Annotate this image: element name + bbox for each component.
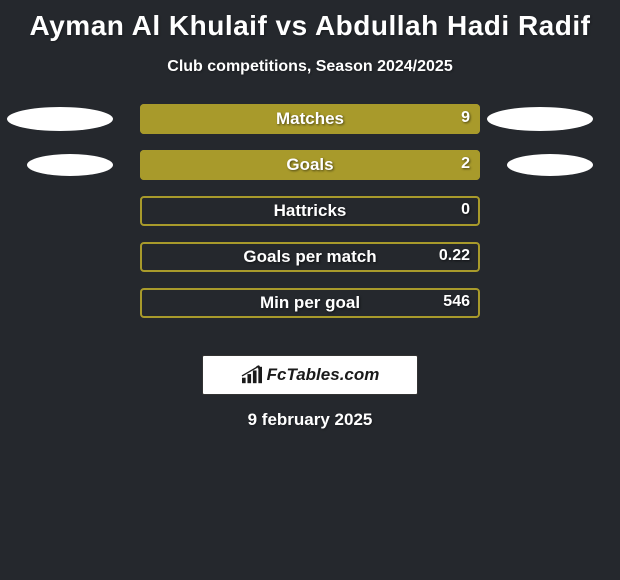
bar-outline (140, 242, 480, 272)
stat-row: Matches9 (0, 104, 620, 134)
stat-row: Min per goal546 (0, 288, 620, 318)
stat-row: Goals2 (0, 150, 620, 180)
oval-icon (487, 107, 593, 131)
comparison-infographic: Ayman Al Khulaif vs Abdullah Hadi Radif … (0, 0, 620, 580)
bar-chart-icon (241, 365, 263, 385)
source-logo: FcTables.com (202, 355, 418, 395)
oval-icon (7, 107, 113, 131)
date-text: 9 february 2025 (0, 410, 620, 430)
bar-outline (140, 104, 480, 134)
stat-row: Goals per match0.22 (0, 242, 620, 272)
oval-icon (27, 154, 113, 176)
oval-icon (507, 154, 593, 176)
page-title: Ayman Al Khulaif vs Abdullah Hadi Radif (0, 0, 620, 42)
bar-outline (140, 196, 480, 226)
bar-outline (140, 150, 480, 180)
bar-outline (140, 288, 480, 318)
stats-chart: Matches9 Goals2 Hattricks0 Goals per match0… (0, 104, 620, 364)
stat-row: Hattricks0 (0, 196, 620, 226)
logo-text: FcTables.com (267, 365, 380, 385)
subtitle: Club competitions, Season 2024/2025 (0, 58, 620, 76)
